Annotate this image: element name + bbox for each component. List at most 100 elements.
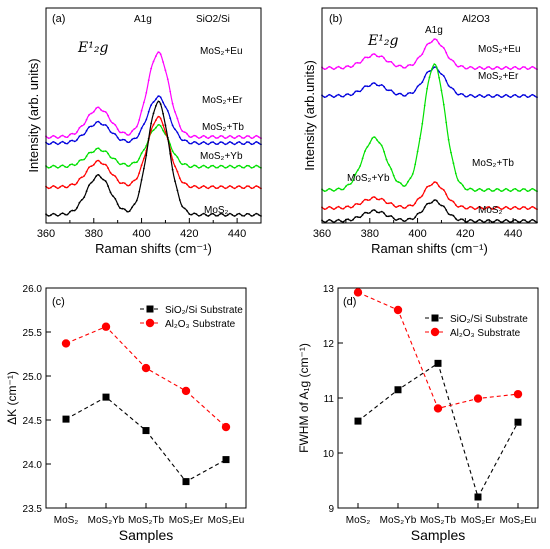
data-point (452, 214, 455, 217)
plot-frame (45, 7, 262, 224)
data-point (442, 75, 445, 77)
data-point (459, 93, 462, 95)
data-point (224, 166, 227, 169)
data-point (409, 204, 412, 207)
data-point (83, 123, 86, 126)
data-point (76, 162, 78, 165)
x-axis: 360 380 400 420 440 (37, 218, 246, 240)
legend-label: SiO₂/Si Substrate (450, 314, 528, 325)
data-point (356, 203, 359, 205)
data-point (378, 84, 381, 87)
data-point (200, 214, 203, 216)
data-point (440, 45, 443, 47)
data-point (359, 62, 362, 64)
data-point (342, 188, 345, 191)
data-point (462, 184, 464, 187)
data-point (512, 188, 514, 191)
data-point (78, 178, 81, 180)
data-point (483, 96, 486, 98)
data-point (123, 162, 126, 165)
data-point (390, 215, 393, 217)
y-tick-label: 25.0 (23, 372, 43, 383)
data-point (404, 94, 407, 97)
data-point (533, 95, 536, 97)
data-point (528, 220, 531, 223)
data-point (133, 127, 136, 130)
data-point (47, 215, 50, 217)
data-point (157, 115, 160, 118)
data-point (402, 94, 405, 97)
data-point (354, 203, 357, 206)
data-point (414, 61, 417, 64)
data-point (368, 212, 371, 214)
data-point (524, 188, 526, 191)
data-point (392, 217, 395, 220)
data-point (238, 164, 241, 167)
data-point (345, 185, 347, 188)
data-point (109, 191, 112, 194)
data-point (392, 204, 395, 207)
data-point (61, 184, 64, 187)
data-point (397, 205, 400, 208)
data-point (524, 66, 526, 69)
series-0 (354, 359, 522, 501)
data-point (490, 95, 493, 98)
data-point (466, 220, 469, 223)
data-point (385, 89, 388, 91)
data-point (366, 85, 369, 88)
data-point (526, 96, 529, 98)
legend: SiO₂/Si Substrate Al₂O₃ Substrate (425, 314, 528, 339)
data-point (464, 188, 467, 190)
data-point (352, 205, 354, 208)
data-point (166, 136, 169, 139)
data-point (474, 493, 482, 501)
data-point (171, 168, 174, 171)
data-point (345, 93, 347, 96)
data-point (335, 206, 338, 209)
data-point (209, 185, 212, 188)
data-point (476, 189, 479, 191)
data-point (109, 156, 112, 159)
data-point (428, 202, 431, 205)
x-axis-label: Samples (119, 527, 173, 543)
data-point (328, 205, 331, 208)
data-point (116, 179, 119, 182)
data-point (202, 212, 205, 215)
data-point (459, 65, 462, 67)
y-tick-label: 13 (323, 284, 335, 295)
data-point (402, 219, 405, 222)
data-point (202, 134, 205, 137)
data-point (255, 134, 258, 137)
y-tick-label: 26.0 (23, 284, 43, 295)
data-point (150, 104, 153, 106)
data-point (495, 219, 498, 221)
data-point (485, 206, 488, 209)
data-point (207, 167, 210, 169)
data-point (450, 199, 452, 202)
series-label: MoS₂+Eu (478, 44, 521, 55)
x-axis-label: Samples (411, 527, 465, 543)
x-tick-label: MoS₂Eu (208, 515, 245, 526)
data-point (364, 211, 366, 214)
data-point (116, 136, 119, 139)
data-point (478, 218, 481, 221)
series-label: MoS₂+Yb (200, 151, 243, 162)
data-point (431, 183, 433, 186)
data-point (54, 165, 57, 168)
data-point (114, 198, 117, 200)
data-point (174, 153, 176, 156)
data-point (195, 135, 198, 138)
data-point (171, 158, 174, 161)
data-point (64, 165, 66, 168)
data-point (428, 76, 431, 79)
data-point (100, 176, 102, 179)
data-point (366, 199, 369, 201)
data-point (364, 56, 366, 59)
data-point (376, 84, 378, 86)
data-point (471, 219, 474, 222)
data-point (399, 218, 402, 220)
data-point (190, 186, 193, 189)
data-point (159, 125, 162, 127)
data-point (505, 93, 507, 96)
data-point (388, 215, 390, 218)
